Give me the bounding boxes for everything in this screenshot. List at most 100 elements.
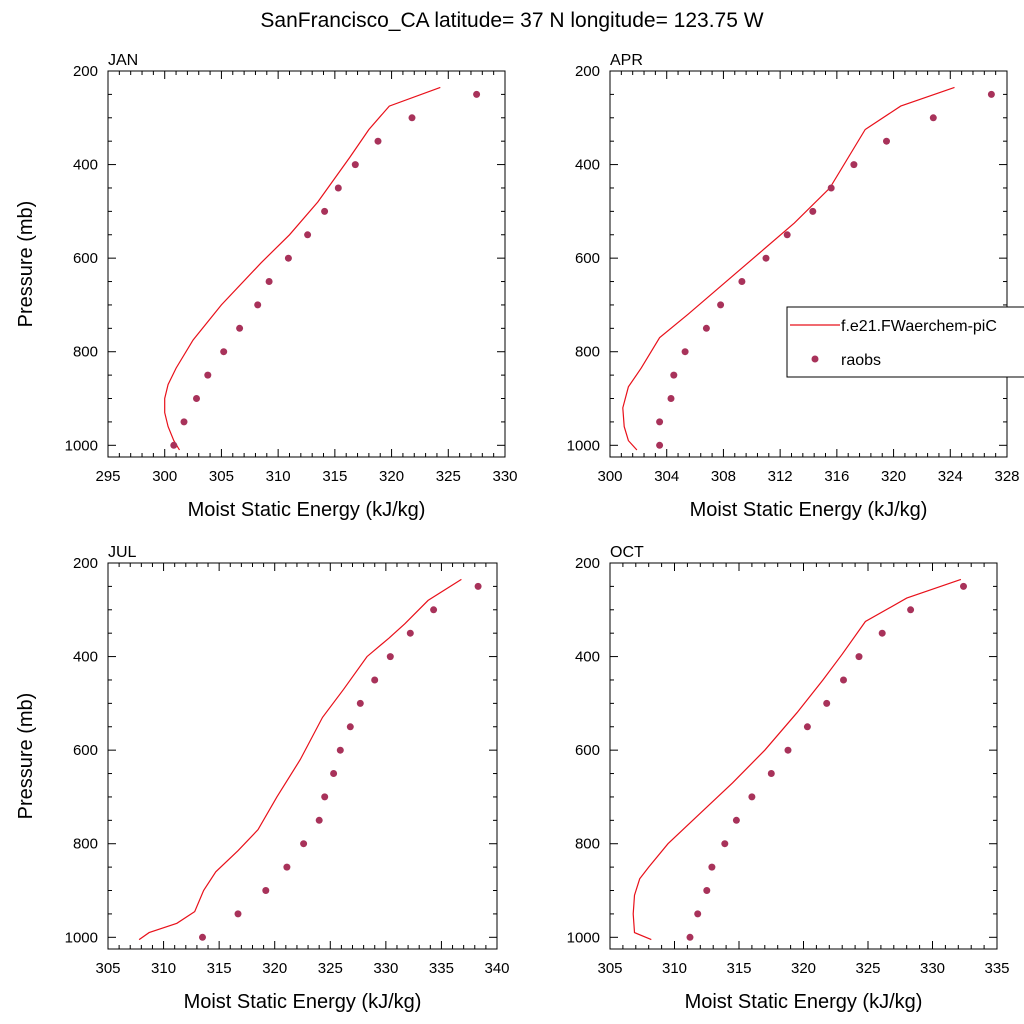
raobs-point-oct (708, 863, 716, 871)
y-tick-label: 400 (73, 649, 98, 666)
y-tick-label: 1000 (567, 437, 600, 454)
x-tick-label: 305 (597, 960, 622, 977)
x-tick-label: 320 (379, 468, 404, 485)
x-tick-label: 315 (322, 468, 347, 485)
raobs-point-jul (300, 840, 308, 848)
raobs-point-oct (784, 746, 792, 754)
panel-jan: JAN 295 300 305 310 315 320 325 330 200 400 600 800 1… (15, 52, 518, 521)
raobs-point-apr (929, 114, 937, 122)
x-tick-label: 340 (484, 960, 509, 977)
x-tick-label: 324 (938, 468, 963, 485)
x-tick-label: 325 (855, 960, 880, 977)
panel-label-oct: OCT (610, 544, 644, 561)
raobs-point-jan (473, 90, 481, 98)
raobs-point-apr (702, 324, 710, 332)
x-tick-label: 330 (373, 960, 398, 977)
raobs-point-jul (330, 770, 338, 777)
raobs-point-jul (430, 606, 438, 614)
y-axis-label-jan: Pressure (mb) (15, 201, 37, 328)
panel-apr: APR 300 304 308 312 316 320 324 328 200 400 600 800 1… (567, 52, 1020, 521)
panel-jul: JUL 305 310 315 320 325 330 335 340 200 400 600 800 1… (15, 544, 510, 1013)
raobs-point-oct (855, 653, 863, 661)
x-tick-label: 325 (436, 468, 461, 485)
y-tick-label: 400 (575, 649, 600, 666)
x-tick-label: 300 (152, 468, 177, 485)
y-tick-label: 200 (73, 63, 98, 80)
legend-model-label: f.e21.FWaerchem-piC (841, 318, 997, 335)
raobs-point-apr (987, 90, 995, 98)
raobs-point-apr (670, 371, 678, 379)
raobs-point-apr (762, 254, 770, 262)
x-axis-label-jul: Moist Static Energy (kJ/kg) (184, 991, 422, 1013)
raobs-point-oct (767, 770, 775, 777)
y-tick-label: 600 (73, 250, 98, 267)
y-axis-label-jul: Pressure (mb) (15, 693, 37, 820)
x-tick-label: 325 (318, 960, 343, 977)
raobs-point-jan (236, 324, 244, 332)
panel-label-apr: APR (610, 52, 643, 69)
x-axis-label-apr: Moist Static Energy (kJ/kg) (690, 499, 928, 521)
x-tick-label: 305 (95, 960, 120, 977)
raobs-point-jul (406, 629, 414, 637)
model-line-apr (622, 86, 955, 451)
raobs-point-jul (346, 723, 354, 731)
raobs-point-oct (803, 723, 811, 731)
raobs-point-jul (262, 887, 270, 894)
model-line-jan (164, 86, 441, 451)
raobs-point-oct (907, 606, 915, 614)
raobs-point-apr (738, 278, 746, 285)
y-tick-label: 600 (575, 250, 600, 267)
raobs-point-oct (721, 840, 729, 848)
panel-oct: OCT 305 310 315 320 325 330 335 200 400 600 800 1000… (567, 544, 1010, 1013)
raobs-point-apr (656, 441, 664, 449)
raobs-point-jan (351, 161, 359, 169)
x-tick-label: 305 (209, 468, 234, 485)
x-tick-label: 304 (654, 468, 679, 485)
x-tick-label: 335 (984, 960, 1009, 977)
raobs-point-oct (748, 793, 756, 801)
x-tick-label: 315 (726, 960, 751, 977)
raobs-point-jan (204, 371, 212, 379)
raobs-point-jan (170, 441, 178, 449)
raobs-point-apr (667, 395, 675, 402)
raobs-point-apr (883, 137, 890, 145)
y-tick-label: 1000 (65, 929, 98, 946)
panel-label-jan: JAN (108, 52, 138, 69)
x-tick-label: 320 (881, 468, 906, 485)
x-tick-label: 315 (207, 960, 232, 977)
raobs-point-jul (386, 653, 394, 661)
x-tick-label: 295 (95, 468, 120, 485)
panel-label-jul: JUL (108, 544, 137, 561)
plot-frame-jan (107, 70, 506, 458)
raobs-point-oct (686, 933, 694, 941)
raobs-point-jul (474, 582, 482, 590)
x-tick-label: 300 (597, 468, 622, 485)
raobs-point-apr (809, 207, 817, 215)
raobs-point-jul (336, 746, 344, 754)
legend: f.e21.FWaerchem-piC raobs (786, 306, 1024, 378)
y-tick-label: 200 (575, 555, 600, 572)
raobs-point-oct (840, 676, 847, 684)
raobs-point-apr (783, 231, 791, 239)
y-tick-label: 800 (73, 344, 98, 361)
x-tick-label: 320 (262, 960, 287, 977)
y-tick-label: 600 (73, 742, 98, 759)
y-tick-label: 400 (575, 157, 600, 174)
x-tick-label: 310 (266, 468, 291, 485)
raobs-point-oct (823, 699, 831, 707)
raobs-point-jul (356, 699, 364, 707)
x-tick-label: 312 (768, 468, 793, 485)
raobs-point-oct (732, 816, 740, 824)
raobs-point-apr (717, 301, 725, 309)
x-tick-label: 310 (151, 960, 176, 977)
raobs-point-apr (681, 348, 689, 356)
raobs-point-jan (284, 254, 292, 262)
y-tick-label: 800 (575, 344, 600, 361)
x-tick-label: 335 (429, 960, 454, 977)
raobs-point-jul (199, 933, 206, 941)
y-tick-label: 600 (575, 742, 600, 759)
y-tick-label: 200 (73, 555, 98, 572)
raobs-point-jan (220, 348, 228, 356)
raobs-point-oct (878, 629, 886, 637)
